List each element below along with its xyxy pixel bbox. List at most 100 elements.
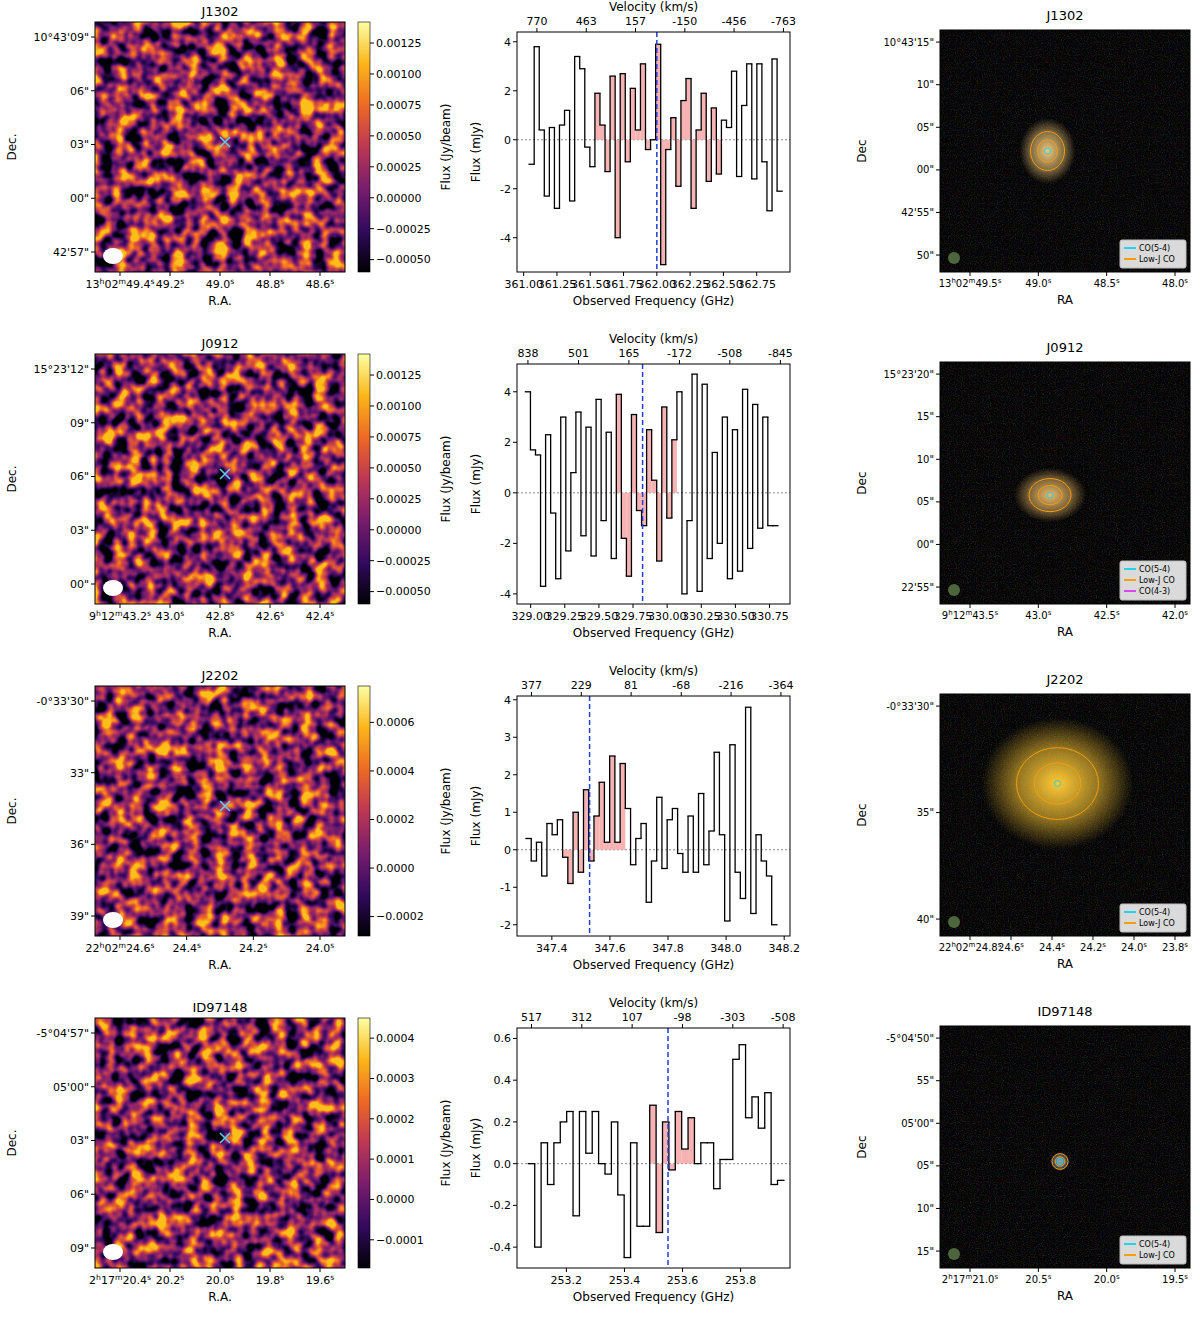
systemic-line: [642, 364, 644, 604]
step-riser: [761, 835, 762, 861]
channel: [661, 264, 666, 265]
highlight-fill: [696, 130, 701, 140]
colorbar-title: Flux (Jy/beam): [439, 1100, 453, 1187]
channel: [610, 755, 615, 756]
label-part: s: [280, 1273, 284, 1282]
channel: [747, 63, 752, 64]
channel: [534, 46, 539, 47]
optical-background: [940, 30, 1190, 272]
highlight-fill: [656, 1164, 662, 1233]
tick: [1175, 604, 1176, 608]
label-part: 24.2: [1080, 942, 1102, 953]
channel: [641, 823, 646, 824]
channel: [771, 1184, 777, 1185]
colorbar-tick: [370, 436, 374, 437]
highlight-fill: [621, 493, 626, 538]
tick: [631, 692, 632, 696]
optical-image: [940, 1026, 1190, 1268]
channel: [605, 1173, 611, 1174]
step-riser: [578, 812, 579, 872]
channel: [688, 1117, 694, 1118]
legend-swatch: [1124, 590, 1136, 592]
colorbar-tick: [370, 1118, 374, 1119]
tick-label: 48.0s: [1162, 277, 1188, 289]
channel: [542, 875, 547, 876]
step-riser: [640, 64, 641, 130]
tick: [91, 369, 95, 370]
colorbar-tick-label: 0.00075: [376, 99, 422, 112]
step-riser: [619, 764, 620, 843]
tick: [91, 90, 95, 91]
step-riser: [734, 745, 735, 873]
highlight-fill: [667, 493, 672, 518]
tick-label: -2: [500, 183, 511, 196]
label-part: s: [994, 1273, 998, 1281]
frame: [940, 1026, 1190, 1268]
label-part: s: [264, 941, 268, 950]
tick: [1093, 936, 1094, 940]
tick-label: 24.4s: [172, 941, 201, 956]
step-riser: [756, 64, 757, 179]
channel: [643, 1226, 649, 1227]
colorbar-tick-label: 0.0001: [376, 1153, 415, 1166]
channel: [531, 860, 536, 861]
step-riser: [541, 842, 542, 876]
channel: [675, 1111, 681, 1112]
tick: [91, 1140, 95, 1141]
tick: [91, 144, 95, 145]
target-cross: [220, 137, 230, 147]
tick-label: 10": [917, 1203, 934, 1214]
axis-title: Flux (mJy): [469, 122, 483, 182]
tick: [586, 28, 587, 32]
tick: [936, 42, 940, 43]
channel: [557, 819, 562, 820]
step-riser: [635, 88, 636, 130]
tick: [91, 252, 95, 253]
legend-swatch: [1124, 247, 1136, 249]
contour: [1031, 132, 1065, 171]
tick-label: 4: [504, 386, 511, 399]
channel: [671, 117, 676, 118]
tick: [91, 476, 95, 477]
step-riser: [566, 1111, 567, 1121]
tick: [253, 936, 254, 940]
tick: [970, 604, 971, 608]
channel: [592, 1111, 598, 1112]
tick: [91, 530, 95, 531]
tick-label: 05'00": [53, 1081, 89, 1094]
label-part: 49.5: [975, 278, 997, 289]
tick: [91, 844, 95, 845]
step-riser: [583, 790, 584, 873]
tick: [970, 272, 971, 276]
axis-title: Dec.: [5, 133, 19, 160]
colorbar-tick-label: −0.00025: [376, 555, 431, 568]
step-riser: [719, 1159, 720, 1188]
label-part: 20.0: [1094, 1274, 1116, 1285]
step-riser: [686, 521, 687, 594]
step-riser: [614, 756, 615, 842]
tick-label: 20.0s: [206, 1273, 235, 1288]
highlight-fill: [584, 790, 589, 850]
label-part: 20.4: [122, 1274, 147, 1287]
tick: [513, 774, 517, 775]
tick-label: -2: [500, 537, 511, 550]
label-part: s: [150, 941, 154, 950]
step-riser: [650, 140, 651, 150]
colorbar-tick-label: 0.0006: [376, 716, 415, 729]
step-riser: [646, 430, 647, 526]
step-riser: [719, 752, 720, 835]
tick: [527, 360, 528, 364]
channel: [721, 120, 726, 121]
channel: [732, 71, 737, 72]
axis-title: R.A.: [208, 626, 232, 640]
step-riser: [540, 1143, 541, 1247]
tick-label: -0°33'30": [36, 695, 89, 708]
channel: [748, 548, 753, 549]
target-cross: [220, 469, 230, 479]
axis-title: Dec: [855, 471, 869, 494]
highlight-fill: [682, 1149, 688, 1164]
step-riser: [702, 384, 703, 591]
tick-label: 00": [917, 539, 934, 550]
axis-title: RA: [1057, 293, 1074, 307]
highlight-fill: [616, 394, 621, 493]
